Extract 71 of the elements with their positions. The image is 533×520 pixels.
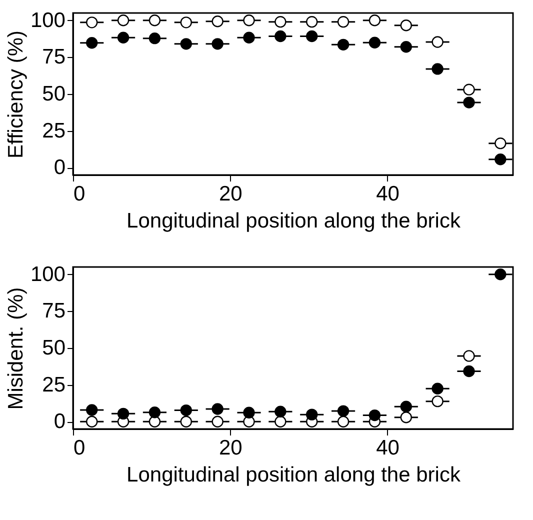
y-axis-title: Misident. (%): [4, 287, 28, 410]
y-tick-label: 100: [30, 262, 66, 286]
point: [180, 404, 192, 416]
point: [494, 138, 506, 150]
point: [86, 416, 98, 428]
point: [368, 36, 381, 48]
y-tick-label: 0: [54, 156, 66, 180]
point: [494, 154, 506, 166]
point: [212, 38, 224, 50]
point: [180, 16, 192, 28]
point: [432, 63, 444, 75]
point: [148, 416, 161, 428]
point: [148, 14, 161, 26]
point: [432, 395, 444, 408]
point: [212, 416, 224, 428]
x-tick-label: 40: [376, 182, 400, 206]
point: [337, 16, 350, 28]
y-tick-label: 25: [42, 373, 66, 396]
y-tick-label: 100: [30, 8, 66, 32]
point: [243, 406, 255, 418]
point: [306, 16, 318, 28]
x-axis-title: Longitudinal position along the brick: [126, 464, 461, 486]
point: [463, 96, 475, 108]
point: [274, 416, 286, 428]
point: [432, 36, 444, 48]
point: [86, 16, 98, 28]
point: [494, 268, 506, 280]
point: [117, 408, 130, 420]
point: [86, 37, 98, 49]
point: [117, 14, 130, 26]
y-tick-label: 50: [42, 336, 66, 360]
point: [337, 38, 350, 50]
point: [180, 38, 192, 50]
point: [180, 416, 192, 428]
point: [117, 32, 130, 44]
point: [274, 406, 286, 418]
point: [306, 30, 318, 42]
point: [368, 409, 381, 422]
y-tick-label: 25: [42, 119, 66, 142]
point: [274, 30, 286, 42]
point: [274, 16, 286, 28]
point: [86, 404, 98, 416]
point: [463, 365, 475, 378]
point: [400, 41, 412, 53]
point: [368, 14, 381, 26]
point: [463, 84, 475, 96]
x-tick-label: 40: [376, 436, 400, 460]
point: [212, 403, 224, 415]
point: [337, 416, 350, 428]
point: [306, 408, 318, 420]
x-tick-label: 0: [74, 182, 86, 206]
point: [400, 400, 412, 412]
point: [243, 14, 255, 26]
x-tick-label: 20: [218, 436, 242, 460]
x-tick-label: 20: [218, 182, 242, 206]
point: [243, 32, 255, 44]
point: [337, 405, 350, 417]
x-axis-title: Longitudinal position along the brick: [126, 210, 461, 232]
y-tick-label: 75: [42, 46, 66, 69]
point: [432, 382, 444, 394]
point: [212, 16, 224, 28]
y-tick-label: 50: [42, 82, 66, 106]
x-tick-label: 0: [74, 436, 86, 460]
point: [463, 350, 475, 362]
point: [400, 412, 412, 424]
y-axis-title: Efficiency (%): [4, 30, 28, 158]
point: [148, 32, 161, 44]
point: [400, 20, 412, 32]
y-tick-label: 0: [54, 410, 66, 434]
point: [148, 406, 161, 418]
y-tick-label: 75: [42, 300, 66, 323]
